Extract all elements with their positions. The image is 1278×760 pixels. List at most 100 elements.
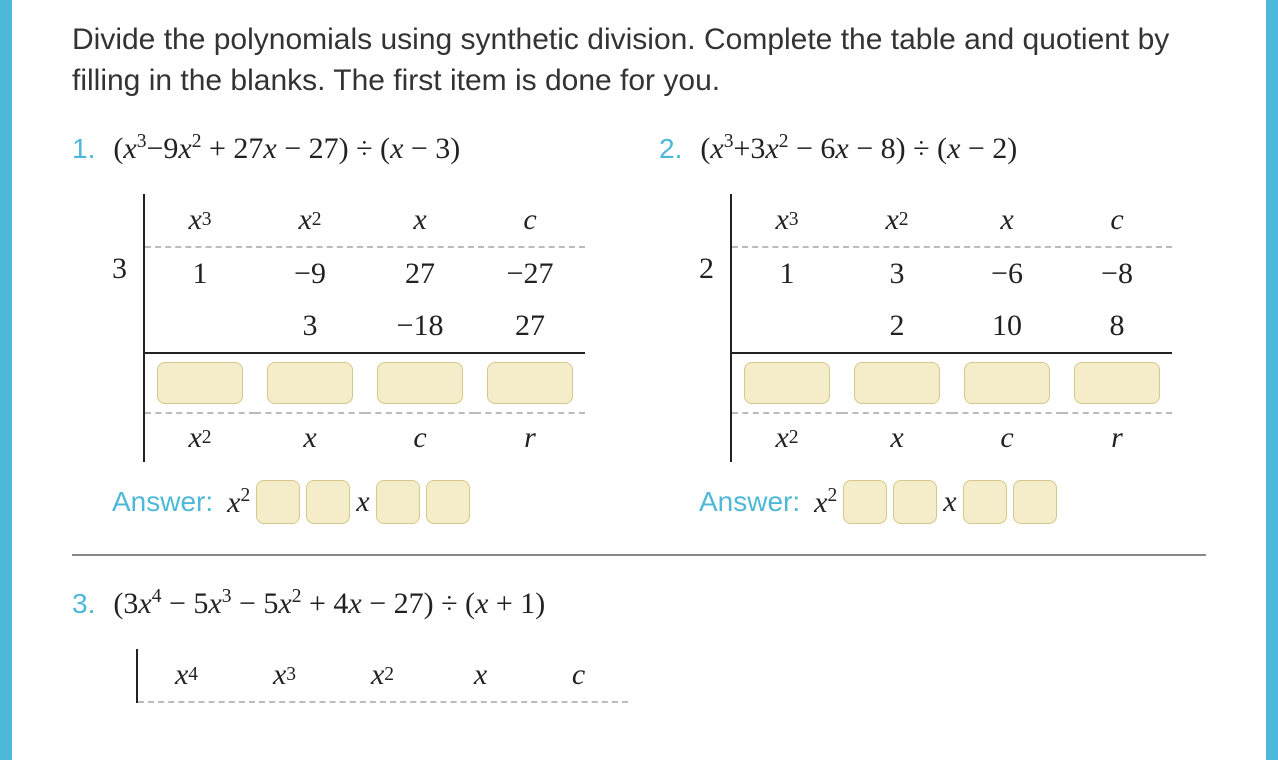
problem-2-answer: Answer: x2 x xyxy=(699,480,1206,524)
label-x2: x2 xyxy=(145,414,255,462)
answer-label: Answer: xyxy=(112,486,213,518)
p2-r2-c2: 2 xyxy=(842,300,952,352)
label-r: r xyxy=(475,414,585,462)
header-c: c xyxy=(1062,194,1172,246)
header-x: x xyxy=(952,194,1062,246)
problems-row-1: 1. (x3−9x2 + 27x − 27) ÷ (x − 3) 3 x3 x2… xyxy=(72,131,1206,524)
problem-1-row2: 3 −18 27 xyxy=(145,300,585,352)
p1-r2-c1 xyxy=(145,300,255,352)
answer-blank[interactable] xyxy=(963,480,1007,524)
answer-blank[interactable] xyxy=(1013,480,1057,524)
answer-blank[interactable] xyxy=(376,480,420,524)
blank-input[interactable] xyxy=(964,362,1050,404)
blank-input[interactable] xyxy=(1074,362,1160,404)
label-c: c xyxy=(365,414,475,462)
blank-input[interactable] xyxy=(157,362,243,404)
header-x2: x2 xyxy=(255,194,365,246)
header-x3: x3 xyxy=(236,649,334,701)
header-x: x xyxy=(365,194,475,246)
p1-r2-c3: −18 xyxy=(365,300,475,352)
label-x2: x2 xyxy=(732,414,842,462)
p2-r2-c3: 10 xyxy=(952,300,1062,352)
p1-blank-3 xyxy=(365,354,475,414)
p1-blank-1 xyxy=(145,354,255,414)
problem-1-headers: x3 x2 x c xyxy=(145,194,585,248)
problem-3-header: 3. (3x4 − 5x3 − 5x2 + 4x − 27) ÷ (x + 1) xyxy=(72,586,1206,621)
p2-blank-4 xyxy=(1062,354,1172,414)
p2-r1-c3: −6 xyxy=(952,248,1062,300)
problem-1-labels: x2 x c r xyxy=(145,414,585,462)
blank-input[interactable] xyxy=(744,362,830,404)
answer-blank[interactable] xyxy=(306,480,350,524)
problem-2-blanks xyxy=(730,352,1172,414)
answer-x2: x2 xyxy=(227,485,250,520)
p2-r1-c1: 1 xyxy=(732,248,842,300)
problem-1: 1. (x3−9x2 + 27x − 27) ÷ (x − 3) 3 x3 x2… xyxy=(72,131,619,524)
problem-1-blanks xyxy=(143,352,585,414)
problem-1-divisor: 3 xyxy=(112,194,143,286)
p2-blank-2 xyxy=(842,354,952,414)
answer-label: Answer: xyxy=(699,486,800,518)
problem-2-expression: (x3+3x2 − 6x − 8) ÷ (x − 2) xyxy=(700,131,1017,166)
problem-2-table: 2 x3 x2 x c 1 3 −6 −8 xyxy=(699,194,1206,462)
p1-blank-4 xyxy=(475,354,585,414)
answer-blank[interactable] xyxy=(893,480,937,524)
problem-3-number: 3. xyxy=(72,588,95,620)
answer-expr: x2 x xyxy=(227,480,469,524)
answer-x2: x2 xyxy=(814,485,837,520)
header-x3: x3 xyxy=(732,194,842,246)
problem-1-number: 1. xyxy=(72,133,95,165)
label-c: c xyxy=(952,414,1062,462)
instructions-text: Divide the polynomials using synthetic d… xyxy=(72,20,1206,101)
header-c: c xyxy=(475,194,585,246)
problem-3-grid: x4 x3 x2 x c xyxy=(136,649,628,703)
blank-input[interactable] xyxy=(854,362,940,404)
p1-r1-c2: −9 xyxy=(255,248,365,300)
problem-2-labels: x2 x c r xyxy=(732,414,1172,462)
answer-blank[interactable] xyxy=(256,480,300,524)
problem-1-answer: Answer: x2 x xyxy=(112,480,619,524)
p2-r1-c2: 3 xyxy=(842,248,952,300)
problem-2-grid: x3 x2 x c 1 3 −6 −8 2 10 xyxy=(730,194,1172,462)
p2-r2-c1 xyxy=(732,300,842,352)
problem-2-header: 2. (x3+3x2 − 6x − 8) ÷ (x − 2) xyxy=(659,131,1206,166)
p1-r1-c4: −27 xyxy=(475,248,585,300)
problem-3-table: x4 x3 x2 x c xyxy=(112,649,1206,741)
p2-blank-3 xyxy=(952,354,1062,414)
blank-input[interactable] xyxy=(487,362,573,404)
problem-2-row1: 1 3 −6 −8 xyxy=(732,248,1172,300)
p2-r1-c4: −8 xyxy=(1062,248,1172,300)
p2-r2-c4: 8 xyxy=(1062,300,1172,352)
label-r: r xyxy=(1062,414,1172,462)
label-x: x xyxy=(255,414,365,462)
answer-blank[interactable] xyxy=(843,480,887,524)
problem-2-number: 2. xyxy=(659,133,682,165)
answer-x: x xyxy=(356,485,369,519)
p2-blank-1 xyxy=(732,354,842,414)
label-x: x xyxy=(842,414,952,462)
answer-blank[interactable] xyxy=(426,480,470,524)
problem-1-grid: x3 x2 x c 1 −9 27 −27 3 −18 xyxy=(143,194,585,462)
blank-input[interactable] xyxy=(377,362,463,404)
problem-3: 3. (3x4 − 5x3 − 5x2 + 4x − 27) ÷ (x + 1)… xyxy=(72,586,1206,741)
problem-3-headers: x4 x3 x2 x c xyxy=(138,649,628,703)
answer-x: x xyxy=(943,485,956,519)
header-x4: x4 xyxy=(138,649,236,701)
p1-blank-2 xyxy=(255,354,365,414)
problem-1-expression: (x3−9x2 + 27x − 27) ÷ (x − 3) xyxy=(113,131,460,166)
problem-2-headers: x3 x2 x c xyxy=(732,194,1172,248)
problem-1-row1: 1 −9 27 −27 xyxy=(145,248,585,300)
header-x3: x3 xyxy=(145,194,255,246)
header-x2: x2 xyxy=(842,194,952,246)
header-x2: x2 xyxy=(334,649,432,701)
worksheet-page: Divide the polynomials using synthetic d… xyxy=(0,0,1278,760)
problem-3-divisor xyxy=(112,649,136,741)
header-x: x xyxy=(432,649,530,701)
p1-r2-c4: 27 xyxy=(475,300,585,352)
problem-2-row2: 2 10 8 xyxy=(732,300,1172,352)
problem-1-table: 3 x3 x2 x c 1 −9 27 −27 xyxy=(112,194,619,462)
blank-input[interactable] xyxy=(267,362,353,404)
problem-2: 2. (x3+3x2 − 6x − 8) ÷ (x − 2) 2 x3 x2 x… xyxy=(659,131,1206,524)
p1-r2-c2: 3 xyxy=(255,300,365,352)
p1-r1-c3: 27 xyxy=(365,248,475,300)
